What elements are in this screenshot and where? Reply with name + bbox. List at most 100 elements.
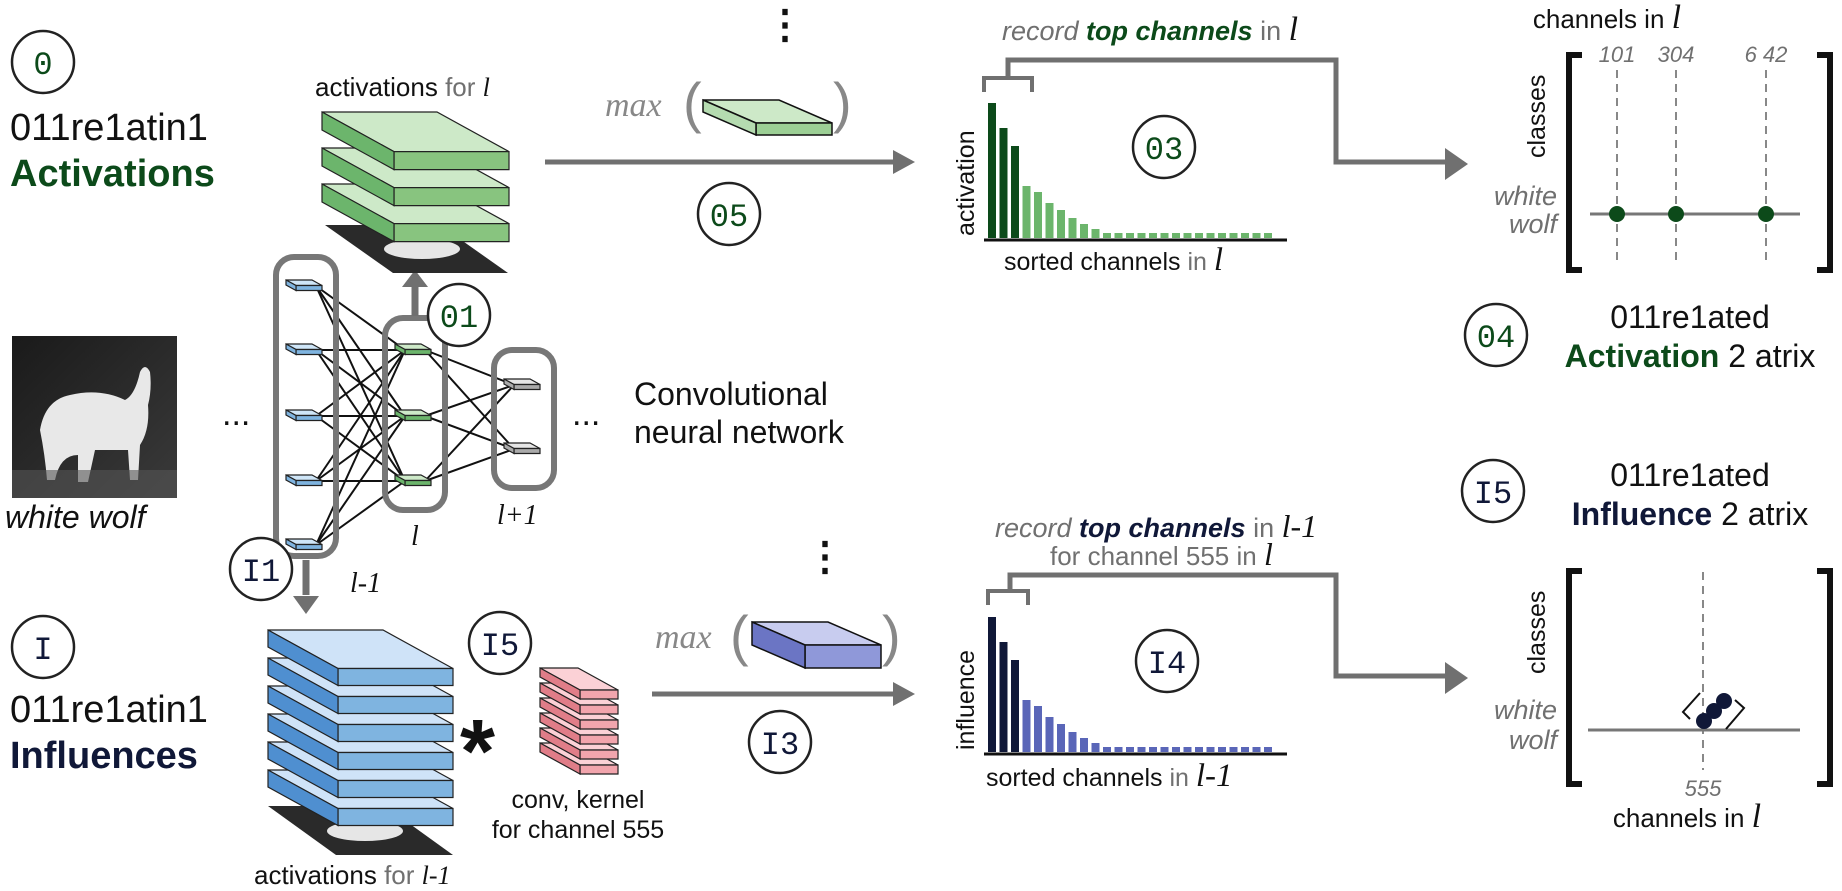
- cnn-node-l: [394, 408, 432, 422]
- influence-bar: [1252, 747, 1261, 752]
- section-a-badge: 0: [10, 29, 76, 95]
- influence-matrix-row-label-2: wolf: [1509, 725, 1560, 755]
- activation-matrix-title-var: l: [1672, 0, 1681, 36]
- kernel-caption-line1: conv, kernel: [512, 786, 645, 814]
- section-a-title-line2: Activations: [10, 153, 215, 195]
- kernel-slab: [539, 666, 619, 701]
- influence-bar: [1160, 747, 1169, 752]
- arrow-max-bottom-head: [893, 682, 915, 706]
- cnn-edge: [315, 480, 406, 546]
- activation-bar: [1172, 233, 1180, 238]
- influence-bar: [1195, 747, 1203, 752]
- input-image-white-wolf: [12, 336, 177, 498]
- max-label-bottom: max: [655, 619, 712, 656]
- activation-matrix-ylabel: classes: [1523, 75, 1551, 158]
- influence-matrix-xlabel-pre: channels in: [1613, 803, 1745, 833]
- influence-bar: [1137, 747, 1146, 752]
- bottom-record-line2-pre: for channel 555: [1050, 541, 1229, 571]
- step-badge-i3: I3: [747, 709, 813, 775]
- activations-stack-bottom: [267, 628, 454, 855]
- step-badge-i2-label: I5: [481, 628, 519, 665]
- activation-bar: [1022, 186, 1031, 238]
- influence-bar: [1114, 747, 1123, 752]
- layer-label-l-minus-1: l-1: [350, 568, 381, 599]
- step-badge-i1-label: I1: [242, 554, 280, 591]
- top-record-label: record top channels in l: [1002, 11, 1298, 48]
- cnn-caption-line2: neural network: [634, 414, 845, 450]
- section-a-badge-label: 0: [33, 47, 52, 84]
- influence-matrix-ylabel: classes: [1523, 591, 1551, 674]
- activations-bottom-slab: [267, 628, 454, 687]
- max-paren-close-bottom: ): [882, 604, 901, 667]
- activation-bars: [988, 103, 1272, 238]
- step-badge-i4-label: I4: [1148, 646, 1186, 683]
- influence-bar: [1091, 743, 1100, 752]
- max-paren-close-top: ): [833, 71, 852, 134]
- activation-chart-xlabel-pre: sorted channels: [1004, 248, 1181, 276]
- step-badge-i1: I1: [228, 536, 294, 602]
- step-badge-i4: I4: [1134, 628, 1200, 694]
- influence-chart-xlabel-pre: sorted channels: [986, 764, 1163, 792]
- activations-top-prefix: activations: [315, 72, 438, 102]
- influence-bar: [1057, 724, 1065, 752]
- influence-matrix-tick: 555: [1685, 776, 1722, 801]
- layer-label-l: l: [411, 521, 419, 552]
- arrow-head-down: [293, 596, 319, 614]
- activation-bar: [988, 103, 996, 238]
- activation-matrix-row-label-1: white: [1494, 181, 1557, 211]
- cnn-node-l-minus-1: [285, 408, 323, 422]
- section-a-title-line1: 011re1atin1: [10, 107, 208, 149]
- activation-bar: [1195, 233, 1203, 238]
- influence-bar: [1080, 738, 1088, 752]
- kernel-caption-line2: for channel 555: [492, 816, 664, 844]
- influence-matrix-row-label-1: white: [1494, 695, 1557, 725]
- vertical-dots-bottom: ⋮: [805, 535, 845, 579]
- influence-bar: [1068, 732, 1077, 752]
- activations-top-image-plane: [325, 225, 508, 273]
- activation-bar: [1229, 233, 1238, 238]
- cnn-node-l-plus-1: [503, 441, 541, 455]
- activation-bar: [1114, 233, 1123, 238]
- activation-chart-xlabel: sorted channels in l: [1004, 242, 1223, 278]
- influence-matrix-caption-line1: 011re1ated: [1610, 457, 1770, 493]
- activations-top-label: activations for l: [315, 72, 490, 102]
- bottom-record-pre: record: [995, 513, 1073, 543]
- influence-bar: [1229, 747, 1238, 752]
- section-i-title-line2: Influences: [10, 735, 198, 777]
- influence-bars: [988, 617, 1272, 752]
- cnn-nodes: [285, 278, 541, 551]
- influence-matrix-caption-bold: Influence: [1572, 496, 1712, 532]
- activations-bottom-prefix: activations: [254, 860, 377, 890]
- step-badge-i5: I5: [1460, 458, 1526, 524]
- activation-matrix-row-label-2: wolf: [1509, 209, 1560, 239]
- influence-matrix-caption-rest: 2 atrix: [1721, 496, 1808, 532]
- step-badge-a4-label: 04: [1477, 320, 1515, 357]
- activations-bottom-var: l-1: [422, 861, 451, 890]
- influence-bar: [1149, 747, 1157, 752]
- cnn-edge: [315, 349, 406, 482]
- activation-chart-xlabel-var: l: [1214, 242, 1223, 278]
- arrow-head-up: [402, 270, 428, 287]
- activation-bar: [1126, 233, 1134, 238]
- activation-matrix-caption-bold: Activation: [1565, 338, 1720, 374]
- influence-bar: [999, 642, 1008, 752]
- activation-bar: [1264, 233, 1272, 238]
- cnn-node-l: [394, 342, 432, 356]
- activation-bar: [1149, 233, 1157, 238]
- influence-matrix-xlabel-var: l: [1752, 798, 1761, 835]
- section-i-badge-label: I: [33, 632, 52, 669]
- cnn-node-l-minus-1: [285, 278, 323, 292]
- convolution-symbol: *: [460, 702, 495, 802]
- influence-chart-ylabel: influence: [952, 650, 980, 750]
- influence-chart-xlabel: sorted channels in l-1: [986, 758, 1233, 794]
- layer-label-l-plus-1: l+1: [497, 500, 538, 531]
- cnn-edge: [424, 349, 515, 386]
- cnn-caption-line1: Convolutional: [634, 376, 828, 412]
- top-record-in: in: [1260, 16, 1281, 46]
- bottom-record-label-line2: for channel 555 in l: [1050, 536, 1273, 572]
- influence-bar: [1183, 747, 1192, 752]
- cnn-edge: [315, 285, 406, 351]
- layer-l-plus-1-box: [491, 347, 557, 491]
- bottom-record-connector: [1007, 572, 1455, 679]
